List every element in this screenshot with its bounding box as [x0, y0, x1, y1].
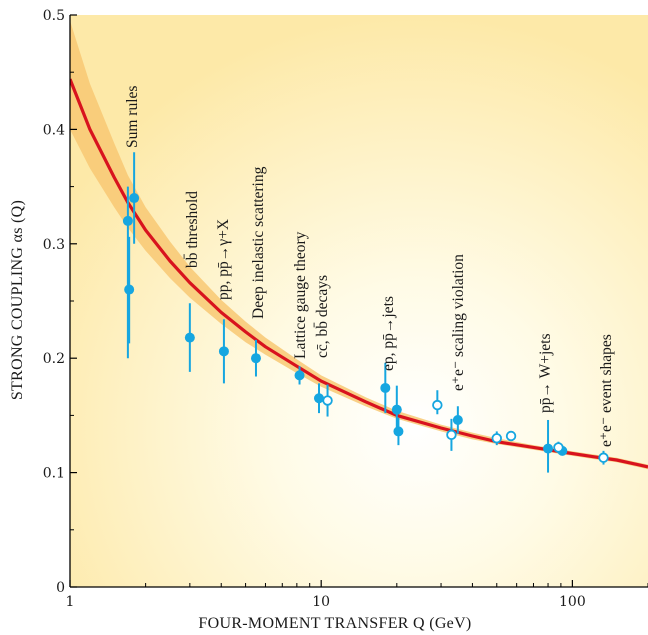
- annotation-deep-inelastic: Deep inelastic scattering: [250, 166, 267, 319]
- annotations: Sum rules bb̄ threshold pp, pp̄→γ+X Deep…: [124, 86, 615, 447]
- data-point: [380, 362, 391, 414]
- annotation-bb-threshold: bb̄ threshold: [184, 191, 201, 268]
- data-points: [122, 152, 609, 473]
- y-axis-title: STRONG COUPLING αs (Q): [9, 200, 26, 400]
- point-marker: [391, 404, 402, 415]
- x-tick-label: 1: [66, 594, 75, 610]
- y-tick-label: 0.3: [43, 237, 65, 253]
- point-marker: [380, 382, 391, 393]
- data-point: [294, 366, 305, 385]
- point-marker: [250, 353, 261, 364]
- y-tick-label: 0.2: [43, 351, 65, 367]
- data-point: [250, 339, 261, 377]
- point-marker: [452, 414, 463, 425]
- data-point: [122, 186, 133, 359]
- data-point: [432, 390, 443, 415]
- point-marker: [122, 215, 133, 226]
- data-point: [184, 303, 195, 372]
- y-tick-label: 0.5: [43, 8, 65, 24]
- annotation-lattice: Lattice gauge theory: [292, 231, 309, 359]
- point-marker: [124, 284, 135, 295]
- annotation-quarkonia-decays: cc̄, bb̄ decays: [314, 275, 331, 358]
- point-marker-open: [553, 442, 564, 453]
- data-point: [452, 406, 463, 434]
- point-marker-open: [491, 433, 502, 444]
- x-tick-label: 10: [312, 594, 330, 610]
- point-marker: [543, 443, 554, 454]
- data-point: [553, 441, 564, 454]
- tick-labels: 0 0.1 0.2 0.3 0.4 0.5 1 10 100: [43, 8, 586, 610]
- y-tick-label: 0: [56, 580, 65, 596]
- y-tick-label: 0.4: [43, 122, 65, 138]
- data-point: [129, 152, 140, 244]
- point-marker: [393, 426, 404, 437]
- data-point: [505, 430, 517, 442]
- data-point: [393, 417, 404, 446]
- annotation-sum-rules: Sum rules: [124, 86, 141, 148]
- annotation-photon-production: pp, pp̄→γ+X: [215, 219, 232, 300]
- point-marker: [129, 193, 140, 204]
- data-point: [543, 419, 554, 473]
- data-point: [124, 236, 135, 344]
- point-marker-open: [322, 395, 333, 406]
- data-point: [391, 385, 402, 434]
- point-marker: [184, 332, 195, 343]
- point-marker-open: [598, 452, 609, 463]
- point-marker: [294, 370, 305, 381]
- axis-ticks: [69, 14, 648, 588]
- x-axis-title: FOUR-MOMENT TRANSFER Q (GeV): [198, 615, 471, 632]
- point-marker-open: [432, 399, 443, 411]
- plot-background: [70, 15, 648, 587]
- point-marker-open: [505, 430, 517, 442]
- annotation-jets: ep, pp̄→jets: [380, 296, 397, 371]
- data-point: [446, 418, 457, 451]
- annotation-w-jets: pp̄→ W+jets: [537, 334, 554, 414]
- annotation-scaling-violation: e⁺e⁻ scaling violation: [450, 254, 467, 391]
- point-marker: [313, 393, 324, 404]
- x-tick-label: 100: [559, 594, 586, 610]
- point-marker-open: [446, 429, 457, 441]
- data-point: [598, 450, 609, 465]
- y-tick-label: 0.1: [43, 466, 65, 482]
- data-point: [322, 384, 333, 417]
- data-point: [218, 319, 229, 384]
- data-point: [491, 431, 502, 446]
- data-point: [313, 383, 324, 414]
- point-marker: [218, 346, 229, 357]
- annotation-event-shapes: e⁺e⁻ event shapes: [598, 334, 615, 447]
